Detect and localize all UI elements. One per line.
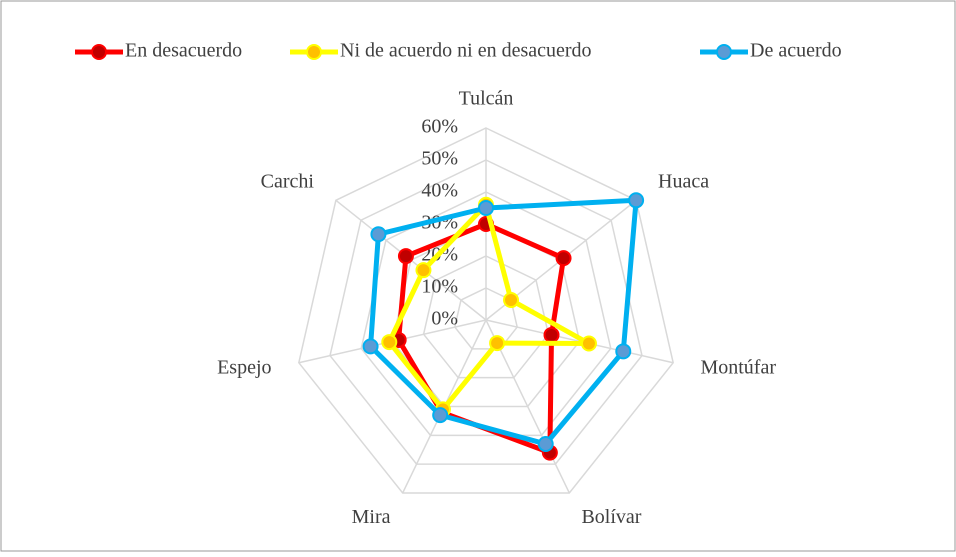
marker bbox=[381, 334, 398, 351]
marker bbox=[555, 250, 572, 267]
marker bbox=[628, 192, 645, 209]
marker bbox=[362, 338, 379, 355]
marker bbox=[503, 292, 520, 309]
category-label: Carchi bbox=[261, 170, 315, 192]
legend-marker bbox=[716, 44, 732, 60]
marker bbox=[580, 335, 597, 352]
category-label: Montúfar bbox=[700, 357, 776, 379]
tick-label: 50% bbox=[421, 148, 458, 170]
grid-line bbox=[422, 255, 550, 379]
legend-marker bbox=[91, 44, 107, 60]
marker bbox=[537, 435, 554, 452]
grid-line bbox=[298, 127, 674, 494]
tick-label: 40% bbox=[421, 180, 458, 202]
marker bbox=[543, 326, 560, 343]
category-label: Bolívar bbox=[581, 506, 641, 528]
legend-label: En desacuerdo bbox=[125, 40, 242, 62]
grid-line bbox=[391, 223, 581, 408]
tick-label: 60% bbox=[421, 116, 458, 138]
grid-line bbox=[329, 159, 643, 465]
category-label: Tulcán bbox=[459, 88, 514, 110]
grid-line bbox=[360, 191, 612, 437]
marker bbox=[415, 262, 432, 279]
category-label: Mira bbox=[352, 506, 391, 528]
legend-label: Ni de acuerdo ni en desacuerdo bbox=[340, 40, 592, 62]
category-label: Espejo bbox=[217, 357, 271, 379]
series-line bbox=[386, 202, 592, 412]
marker bbox=[478, 200, 494, 216]
tick-label: 0% bbox=[431, 308, 458, 330]
marker bbox=[432, 407, 449, 424]
marker bbox=[397, 248, 414, 265]
marker bbox=[489, 335, 506, 352]
legend-label: De acuerdo bbox=[750, 40, 842, 62]
marker bbox=[615, 343, 632, 360]
tick-label: 10% bbox=[421, 276, 458, 298]
category-label: Huaca bbox=[658, 170, 709, 192]
series-line bbox=[368, 197, 639, 447]
marker bbox=[370, 226, 387, 243]
legend-marker bbox=[306, 44, 322, 60]
